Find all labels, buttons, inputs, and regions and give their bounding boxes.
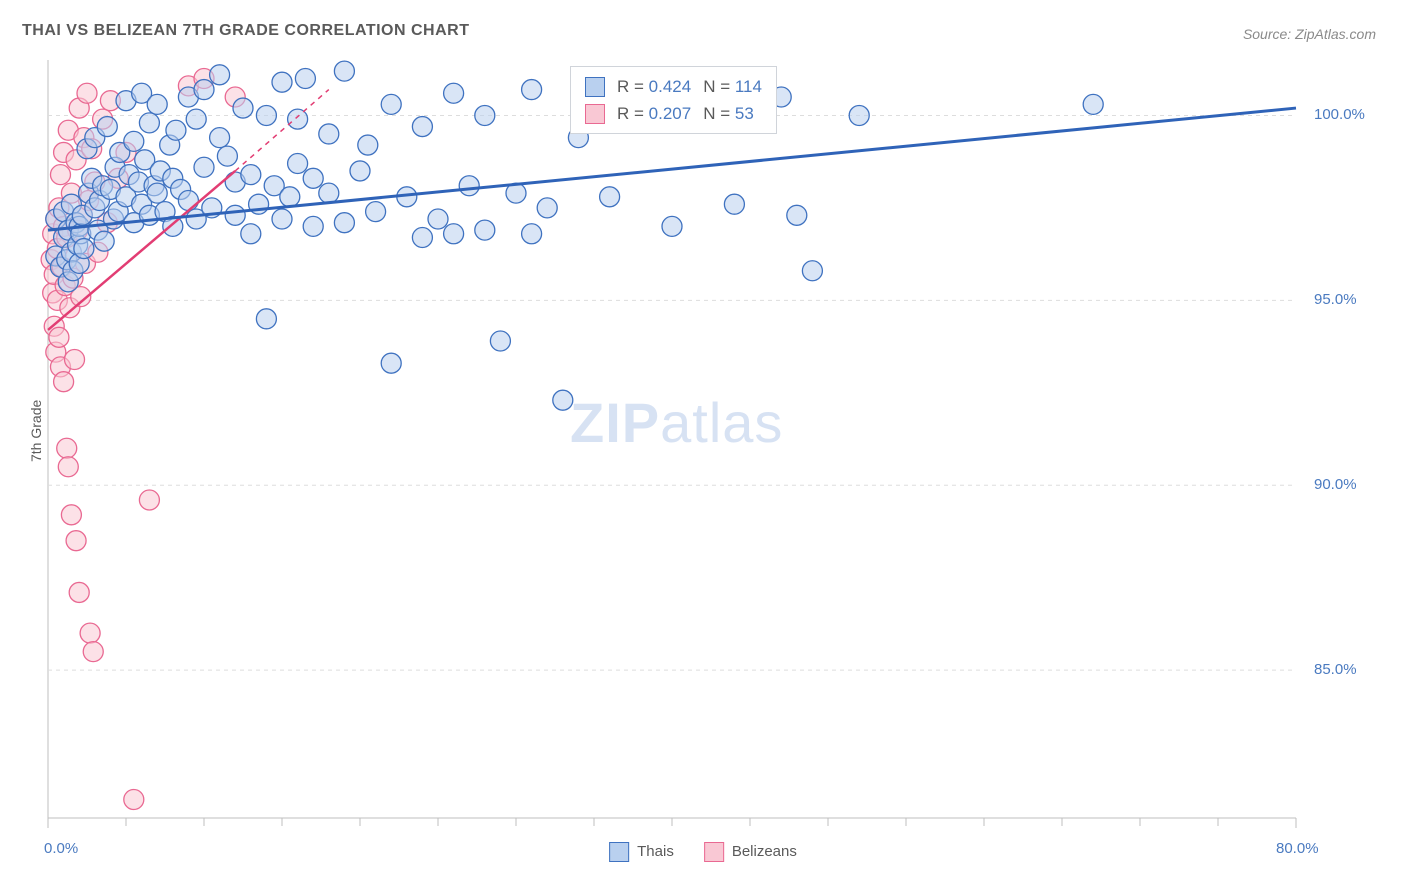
correlation-row-belizeans: R = 0.207 N = 53 <box>585 100 762 127</box>
y-tick-label: 85.0% <box>1314 661 1357 678</box>
legend-item-thais: Thais <box>609 842 674 862</box>
y-tick-label: 95.0% <box>1314 291 1357 308</box>
thais-legend-label: Thais <box>637 843 674 860</box>
thais-swatch <box>585 77 605 97</box>
y-tick-label: 100.0% <box>1314 106 1365 123</box>
belizeans-legend-label: Belizeans <box>732 843 797 860</box>
series-legend: Thais Belizeans <box>609 842 797 862</box>
legend-item-belizeans: Belizeans <box>704 842 797 862</box>
belizeans-r-value: 0.207 <box>649 104 692 123</box>
belizeans-swatch <box>585 104 605 124</box>
x-tick-label: 0.0% <box>44 840 78 857</box>
thais-legend-swatch <box>609 842 629 862</box>
thais-n-value: 114 <box>735 77 762 96</box>
chart-area: 7th Grade ZIPatlas R = 0.424 N = 114 R =… <box>0 0 1406 892</box>
y-axis-label: 7th Grade <box>28 400 44 462</box>
belizeans-n-value: 53 <box>735 104 754 123</box>
correlation-legend: R = 0.424 N = 114 R = 0.207 N = 53 <box>570 66 777 134</box>
correlation-row-thais: R = 0.424 N = 114 <box>585 73 762 100</box>
belizeans-legend-swatch <box>704 842 724 862</box>
thais-r-value: 0.424 <box>649 77 692 96</box>
y-tick-label: 90.0% <box>1314 476 1357 493</box>
x-tick-label: 80.0% <box>1276 840 1319 857</box>
